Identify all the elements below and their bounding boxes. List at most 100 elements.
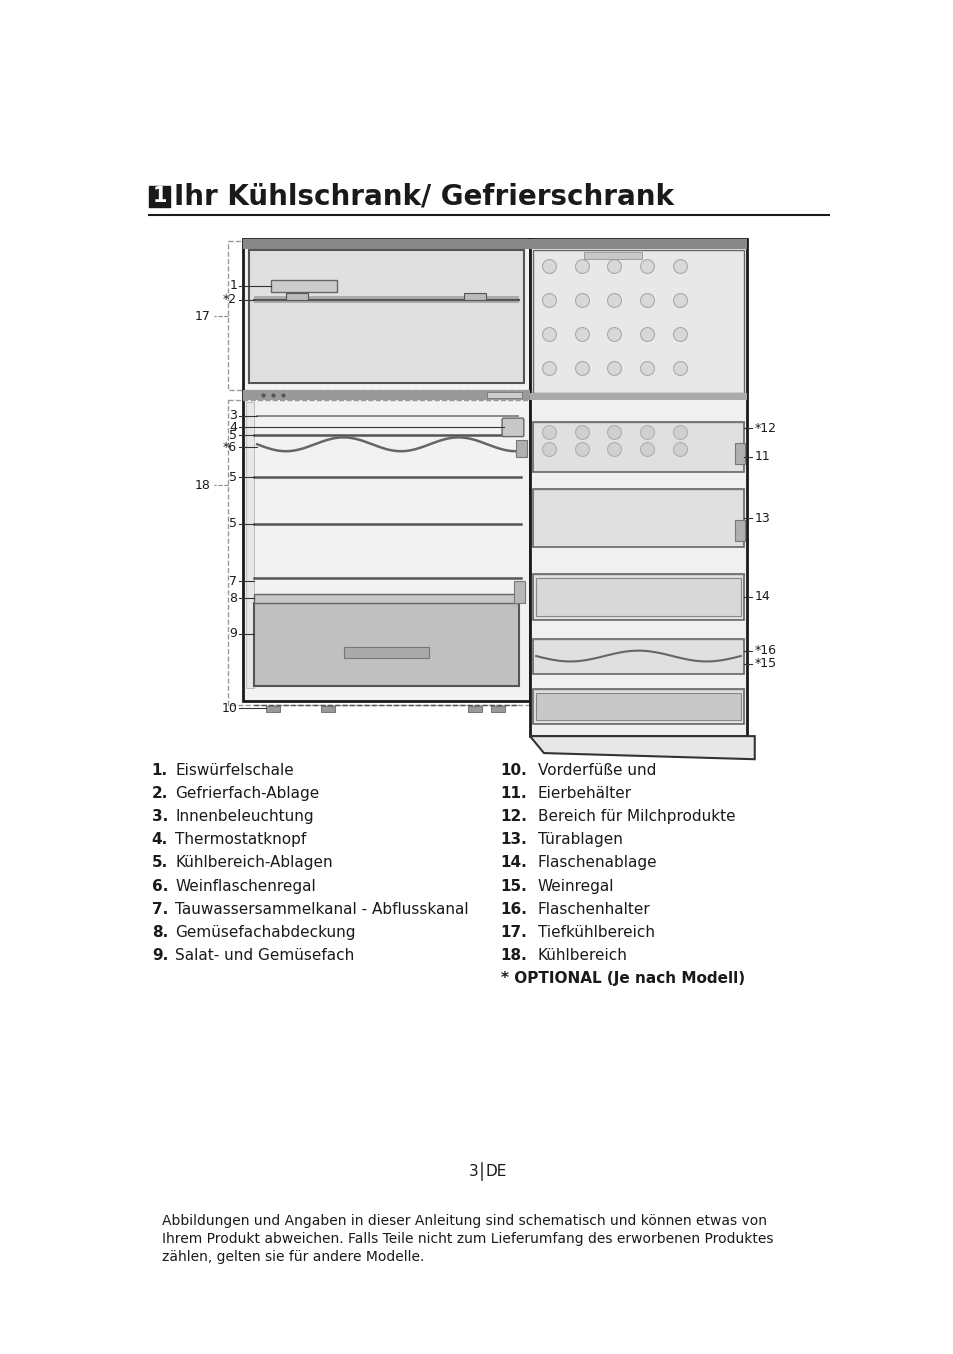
- Text: 14: 14: [754, 590, 770, 604]
- Text: 3.: 3.: [152, 810, 168, 825]
- Text: 6.: 6.: [152, 879, 168, 894]
- Bar: [533, 489, 743, 547]
- Text: 4: 4: [229, 421, 236, 433]
- Text: 5: 5: [229, 471, 236, 483]
- Text: *16: *16: [754, 645, 776, 657]
- FancyBboxPatch shape: [501, 418, 523, 436]
- Bar: [228, 401, 531, 705]
- Bar: [536, 578, 740, 616]
- Text: 9: 9: [229, 627, 236, 640]
- Bar: [266, 705, 280, 712]
- Text: 14.: 14.: [500, 856, 527, 871]
- Bar: [530, 240, 746, 737]
- Text: Weinflaschenregal: Weinflaschenregal: [174, 879, 315, 894]
- Text: *6: *6: [223, 441, 236, 454]
- Text: 10: 10: [221, 701, 236, 715]
- Text: Ihrem Produkt abweichen. Falls Teile nicht zum Lieferumfang des erworbenen Produ: Ihrem Produkt abweichen. Falls Teile nic…: [162, 1232, 773, 1246]
- Text: *12: *12: [754, 421, 776, 435]
- Bar: [487, 391, 521, 398]
- Text: 1: 1: [152, 187, 167, 206]
- Text: 8.: 8.: [152, 925, 168, 940]
- Bar: [533, 574, 743, 620]
- Bar: [734, 443, 744, 464]
- Bar: [253, 593, 518, 603]
- Text: 4.: 4.: [152, 833, 168, 848]
- Text: *15: *15: [754, 657, 776, 670]
- Text: 11: 11: [754, 450, 770, 463]
- Text: Eiswürfelschale: Eiswürfelschale: [174, 764, 294, 779]
- Bar: [491, 705, 505, 712]
- Text: 5.: 5.: [152, 856, 168, 871]
- Text: Vorderfüße und: Vorderfüße und: [537, 764, 656, 779]
- Text: 2.: 2.: [152, 787, 168, 802]
- Text: 13: 13: [754, 512, 770, 525]
- Text: 18: 18: [194, 478, 211, 492]
- Bar: [533, 422, 743, 473]
- Bar: [516, 440, 526, 458]
- Text: Flaschenhalter: Flaschenhalter: [537, 902, 650, 917]
- Text: Tiefkühlbereich: Tiefkühlbereich: [537, 925, 654, 940]
- Text: 5: 5: [229, 517, 236, 531]
- Text: 15.: 15.: [500, 879, 527, 894]
- Text: Gemüsefachabdeckung: Gemüsefachabdeckung: [174, 925, 355, 940]
- Bar: [246, 402, 253, 688]
- Bar: [533, 689, 743, 724]
- Text: 3: 3: [229, 409, 236, 422]
- Text: Kühlbereich: Kühlbereich: [537, 948, 627, 963]
- Bar: [243, 390, 530, 401]
- Polygon shape: [530, 737, 754, 760]
- Text: 10.: 10.: [500, 764, 527, 779]
- Text: Tauwassersammelkanal - Abflusskanal: Tauwassersammelkanal - Abflusskanal: [174, 902, 468, 917]
- Text: 12.: 12.: [500, 810, 527, 825]
- Text: Weinregal: Weinregal: [537, 879, 614, 894]
- Text: 7: 7: [229, 575, 236, 588]
- Text: * OPTIONAL (Je nach Modell): * OPTIONAL (Je nach Modell): [500, 971, 744, 986]
- Text: Eierbehälter: Eierbehälter: [537, 787, 631, 802]
- Text: Kühlbereich-Ablagen: Kühlbereich-Ablagen: [174, 856, 333, 871]
- Bar: [536, 693, 740, 720]
- Text: 18.: 18.: [500, 948, 527, 963]
- Bar: [243, 240, 530, 249]
- Bar: [533, 250, 743, 393]
- Bar: [583, 252, 641, 259]
- Text: DE: DE: [484, 1163, 506, 1179]
- Bar: [249, 250, 523, 383]
- Text: 16.: 16.: [500, 902, 527, 917]
- Bar: [514, 581, 525, 603]
- Bar: [468, 705, 481, 712]
- Bar: [228, 241, 531, 390]
- Bar: [253, 603, 518, 686]
- Text: 17.: 17.: [500, 925, 527, 940]
- Bar: [533, 639, 743, 674]
- Text: 11.: 11.: [500, 787, 527, 802]
- Bar: [271, 279, 336, 292]
- Bar: [464, 294, 485, 299]
- Bar: [530, 240, 746, 249]
- Bar: [344, 647, 429, 658]
- Text: Thermostatknopf: Thermostatknopf: [174, 833, 306, 848]
- Text: 9.: 9.: [152, 948, 168, 963]
- Text: Türablagen: Türablagen: [537, 833, 622, 848]
- Bar: [253, 297, 518, 303]
- Bar: [320, 705, 335, 712]
- Text: 7.: 7.: [152, 902, 168, 917]
- Text: Salat- und Gemüsefach: Salat- und Gemüsefach: [174, 948, 354, 963]
- Text: zählen, gelten sie für andere Modelle.: zählen, gelten sie für andere Modelle.: [162, 1251, 424, 1265]
- Text: 1: 1: [229, 279, 236, 292]
- Text: 5: 5: [229, 429, 236, 441]
- Text: 3: 3: [469, 1163, 478, 1179]
- Text: Abbildungen und Angaben in dieser Anleitung sind schematisch und können etwas vo: Abbildungen und Angaben in dieser Anleit…: [162, 1213, 766, 1228]
- Text: 13.: 13.: [500, 833, 527, 848]
- Text: *2: *2: [223, 292, 236, 306]
- Bar: [530, 393, 746, 401]
- Bar: [149, 185, 171, 207]
- Text: 8: 8: [229, 592, 236, 605]
- Text: Bereich für Milchprodukte: Bereich für Milchprodukte: [537, 810, 735, 825]
- Bar: [286, 294, 307, 299]
- Bar: [734, 520, 744, 542]
- Text: 1.: 1.: [152, 764, 168, 779]
- Text: Flaschenablage: Flaschenablage: [537, 856, 657, 871]
- Text: Ihr Kühlschrank/ Gefrierschrank: Ihr Kühlschrank/ Gefrierschrank: [174, 183, 674, 210]
- Text: Gefrierfach-Ablage: Gefrierfach-Ablage: [174, 787, 319, 802]
- Bar: [243, 240, 530, 701]
